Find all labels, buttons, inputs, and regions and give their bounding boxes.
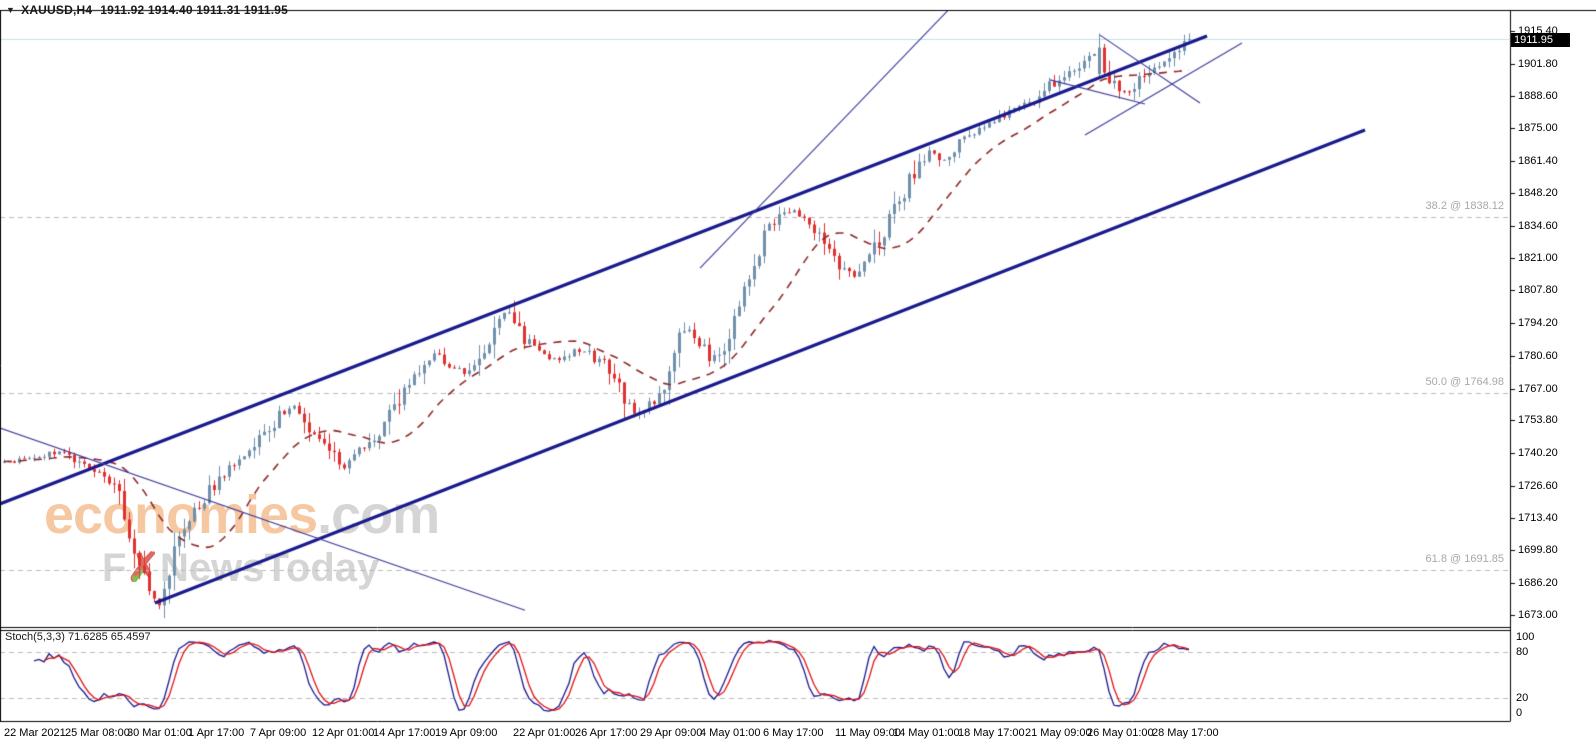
symbol-timeframe: XAUUSD,H4 xyxy=(21,3,93,17)
time-tick-label: 30 Mar 01:00 xyxy=(127,727,192,739)
time-tick-label: 21 May 09:00 xyxy=(1025,727,1092,739)
time-tick-label: 14 May 01:00 xyxy=(893,727,960,739)
price-tick-label: 1713.40 xyxy=(1518,511,1558,524)
time-tick-label: 4 May 01:00 xyxy=(700,727,761,739)
time-tick-label: 1 Apr 17:00 xyxy=(188,727,245,739)
stoch-scale-label: 100 xyxy=(1516,631,1535,643)
time-tick-label: 18 May 17:00 xyxy=(958,727,1025,739)
indicator-name: Stoch(5,3,3) xyxy=(5,631,65,643)
price-tick-label: 1726.60 xyxy=(1518,479,1558,492)
time-tick-label: 11 May 09:00 xyxy=(835,727,901,739)
ohlc-info: ▼ XAUUSD,H4 1911.92 1914.40 1911.31 1911.9… xyxy=(6,3,288,17)
fib-level-label: 50.0 @ 1764.98 xyxy=(1425,376,1504,389)
price-tick-label: 1821.00 xyxy=(1518,252,1558,265)
time-tick-label: 12 Apr 01:00 xyxy=(312,727,375,739)
time-tick-label: 29 Apr 09:00 xyxy=(640,727,703,739)
stoch-scale-label: 20 xyxy=(1516,691,1529,704)
price-tick-label: 1740.20 xyxy=(1518,447,1558,460)
price-tick-label: 1794.20 xyxy=(1518,316,1558,329)
time-tick-label: 7 Apr 09:00 xyxy=(250,727,307,739)
price-tick-label: 1888.60 xyxy=(1518,89,1558,102)
fib-level-label: 61.8 @ 1691.85 xyxy=(1425,552,1504,565)
stoch-scale-label: 0 xyxy=(1516,707,1523,719)
price-tick-label: 1807.80 xyxy=(1518,284,1558,297)
symbol-dropdown-icon[interactable]: ▼ xyxy=(6,5,16,15)
price-tick-label: 1767.00 xyxy=(1518,382,1558,395)
price-tick-label: 1699.80 xyxy=(1518,544,1558,557)
time-tick-label: 28 May 17:00 xyxy=(1152,727,1219,739)
price-tick-label: 1780.60 xyxy=(1518,349,1558,362)
price-tick-label: 1753.80 xyxy=(1518,414,1558,427)
time-tick-label: 26 Apr 17:00 xyxy=(575,727,638,739)
time-tick-label: 14 Apr 17:00 xyxy=(373,727,436,739)
time-tick-label: 22 Mar 2021 xyxy=(4,727,66,739)
current-price-badge: 1911.95 xyxy=(1511,33,1570,47)
price-tick-label: 1848.20 xyxy=(1518,186,1558,199)
fib-level-label: 38.2 @ 1838.12 xyxy=(1425,200,1504,213)
price-tick-label: 1673.00 xyxy=(1518,608,1558,621)
time-tick-label: 22 Apr 01:00 xyxy=(513,727,576,739)
price-tick-label: 1834.60 xyxy=(1518,219,1558,232)
time-tick-label: 25 Mar 08:00 xyxy=(65,727,130,739)
price-tick-label: 1875.00 xyxy=(1518,122,1558,135)
time-tick-label: 19 Apr 09:00 xyxy=(435,727,498,739)
time-tick-label: 26 May 01:00 xyxy=(1087,727,1154,739)
price-tick-label: 1686.20 xyxy=(1518,577,1558,590)
price-tick-label: 1901.80 xyxy=(1518,57,1558,70)
price-tick-label: 1861.40 xyxy=(1518,155,1558,168)
time-axis[interactable]: 22 Mar 2021 25 Mar 08:00 30 Mar 01:00 1 Apr… xyxy=(0,726,1596,743)
price-axis[interactable]: 1915.40 1901.80 1888.60 1875.00 1861.40 1848.… xyxy=(1510,10,1596,722)
indicator-label: Stoch(5,3,3) 71.6285 65.4597 xyxy=(5,631,151,643)
time-tick-label: 6 May 17:00 xyxy=(763,727,824,739)
indicator-values: 71.6285 65.4597 xyxy=(67,631,151,643)
stoch-scale-label: 80 xyxy=(1516,646,1529,659)
ohlc-values: 1911.92 1914.40 1911.31 1911.95 xyxy=(100,3,288,17)
